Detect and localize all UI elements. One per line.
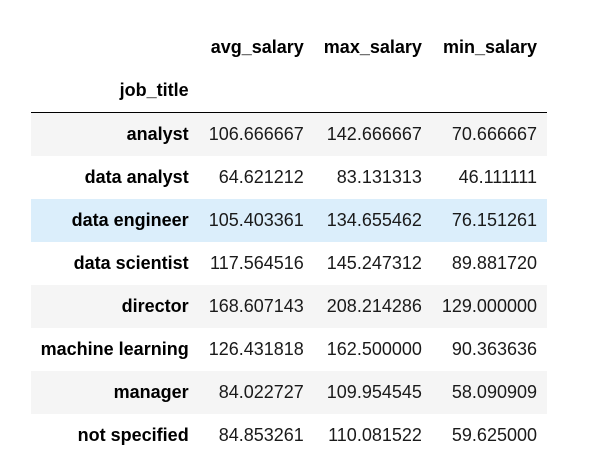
row-label: analyst: [126, 124, 189, 144]
table-cell: 110.081522: [328, 425, 422, 445]
dataframe-table: avg_salary max_salary min_salary job_tit…: [30, 26, 547, 457]
table-cell: 58.090909: [451, 382, 537, 402]
table-cell: 90.363636: [451, 339, 537, 359]
index-name: job_title: [30, 69, 199, 113]
column-header: min_salary: [442, 37, 537, 57]
table-cell: 64.621212: [218, 167, 304, 187]
table-cell: 105.403361: [208, 210, 304, 230]
table-row: manager 84.022727 109.954545 58.090909: [30, 371, 547, 414]
table-row: data scientist 117.564516 145.247312 89.…: [30, 242, 547, 285]
table-body: analyst 106.666667 142.666667 70.666667 …: [30, 112, 547, 457]
table-cell: 162.500000: [326, 339, 422, 359]
table-cell: 46.111111: [458, 167, 537, 187]
table-cell: 76.151261: [451, 210, 537, 230]
table-row: not specified 84.853261 110.081522 59.62…: [30, 414, 547, 457]
table-cell: 145.247312: [326, 253, 422, 273]
table-cell: 84.853261: [218, 425, 304, 445]
empty-header-cell: [313, 69, 432, 113]
table-cell: 83.131313: [336, 167, 422, 187]
column-header: avg_salary: [210, 37, 304, 57]
row-label: director: [121, 296, 189, 316]
table-cell: 142.666667: [326, 124, 422, 144]
table-row: data analyst 64.621212 83.131313 46.1111…: [30, 156, 547, 199]
table-cell: 126.431818: [208, 339, 304, 359]
table-cell: 129.000000: [441, 296, 537, 316]
empty-header-cell: [198, 69, 314, 113]
table-cell: 59.625000: [451, 425, 537, 445]
table-cell: 70.666667: [451, 124, 537, 144]
row-label: machine learning: [40, 339, 189, 359]
column-header: max_salary: [323, 37, 422, 57]
row-label: data engineer: [71, 210, 189, 230]
row-label: data analyst: [84, 167, 189, 187]
table-row: machine learning 126.431818 162.500000 9…: [30, 328, 547, 371]
row-label: manager: [113, 382, 189, 402]
table-cell: 84.022727: [218, 382, 304, 402]
row-label: not specified: [77, 425, 189, 445]
table-header: avg_salary max_salary min_salary job_tit…: [30, 26, 547, 113]
empty-header-cell: [431, 69, 547, 113]
index-corner-cell: [31, 26, 199, 69]
table-cell: 208.214286: [326, 296, 422, 316]
table-cell: 106.666667: [208, 124, 304, 144]
table-cell: 109.954545: [326, 382, 422, 402]
table-row: analyst 106.666667 142.666667 70.666667: [30, 112, 547, 156]
index-name-row: job_title: [30, 69, 547, 113]
column-header-row: avg_salary max_salary min_salary: [31, 26, 547, 69]
table-cell: 89.881720: [451, 253, 537, 273]
row-label: data scientist: [73, 253, 189, 273]
table-cell: 117.564516: [210, 253, 304, 273]
table-cell: 134.655462: [326, 210, 422, 230]
table-row: director 168.607143 208.214286 129.00000…: [30, 285, 547, 328]
table-row-highlighted: data engineer 105.403361 134.655462 76.1…: [30, 199, 547, 242]
table-cell: 168.607143: [208, 296, 304, 316]
